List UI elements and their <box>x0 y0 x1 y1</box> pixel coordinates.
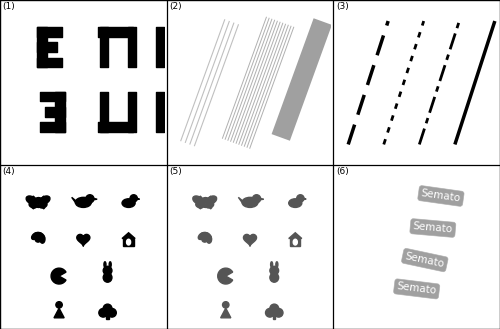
Circle shape <box>270 266 278 275</box>
Polygon shape <box>54 308 64 318</box>
Polygon shape <box>137 198 140 199</box>
Polygon shape <box>122 233 135 239</box>
Ellipse shape <box>26 196 37 204</box>
Ellipse shape <box>276 262 278 267</box>
Text: (4): (4) <box>2 167 15 176</box>
Ellipse shape <box>40 196 50 204</box>
Text: (3): (3) <box>336 2 348 11</box>
Circle shape <box>252 195 260 203</box>
Circle shape <box>103 304 112 313</box>
Bar <box>273 314 276 318</box>
Ellipse shape <box>37 198 39 207</box>
Point <box>200 200 208 205</box>
Ellipse shape <box>126 239 130 245</box>
Wedge shape <box>218 268 232 284</box>
Circle shape <box>35 236 41 242</box>
Polygon shape <box>77 234 90 246</box>
Ellipse shape <box>76 197 92 207</box>
Ellipse shape <box>34 232 42 238</box>
Ellipse shape <box>206 196 216 204</box>
Ellipse shape <box>270 273 278 282</box>
Ellipse shape <box>293 239 298 245</box>
Circle shape <box>296 195 304 202</box>
Ellipse shape <box>40 203 47 208</box>
Ellipse shape <box>103 273 112 282</box>
Circle shape <box>108 309 116 317</box>
Text: Semato: Semato <box>420 188 462 204</box>
Circle shape <box>86 195 94 203</box>
Bar <box>106 314 108 318</box>
Ellipse shape <box>200 232 208 238</box>
Polygon shape <box>260 198 264 200</box>
Ellipse shape <box>206 203 214 208</box>
Ellipse shape <box>193 196 203 204</box>
Text: Semato: Semato <box>404 251 446 269</box>
Circle shape <box>202 236 207 242</box>
Ellipse shape <box>204 198 206 207</box>
Circle shape <box>266 309 274 317</box>
Ellipse shape <box>32 233 38 240</box>
Ellipse shape <box>29 203 37 208</box>
Polygon shape <box>238 197 242 202</box>
Ellipse shape <box>196 203 203 208</box>
Circle shape <box>99 309 108 317</box>
Ellipse shape <box>288 199 302 207</box>
Text: (1): (1) <box>2 2 15 11</box>
Ellipse shape <box>122 199 135 207</box>
Ellipse shape <box>40 235 45 243</box>
Polygon shape <box>288 233 302 239</box>
Polygon shape <box>72 197 76 202</box>
Circle shape <box>274 309 283 317</box>
Text: (2): (2) <box>169 2 182 11</box>
Text: (5): (5) <box>169 167 182 176</box>
Bar <box>290 239 300 246</box>
Circle shape <box>56 302 62 308</box>
Wedge shape <box>51 268 66 284</box>
Polygon shape <box>304 198 306 199</box>
Ellipse shape <box>206 235 212 243</box>
Ellipse shape <box>270 262 272 267</box>
Text: (6): (6) <box>336 167 348 176</box>
Polygon shape <box>244 234 256 246</box>
Ellipse shape <box>38 233 44 240</box>
Text: Semato: Semato <box>396 282 437 296</box>
Polygon shape <box>220 308 231 318</box>
Ellipse shape <box>104 262 106 267</box>
Circle shape <box>130 195 138 202</box>
Ellipse shape <box>109 262 111 267</box>
Ellipse shape <box>198 233 205 240</box>
Ellipse shape <box>242 197 258 207</box>
Ellipse shape <box>204 233 211 240</box>
Polygon shape <box>94 198 97 200</box>
Circle shape <box>270 304 278 313</box>
Bar <box>124 239 134 246</box>
Circle shape <box>222 302 229 308</box>
Point <box>34 200 42 205</box>
Circle shape <box>103 266 112 275</box>
Text: Semato: Semato <box>412 221 453 235</box>
